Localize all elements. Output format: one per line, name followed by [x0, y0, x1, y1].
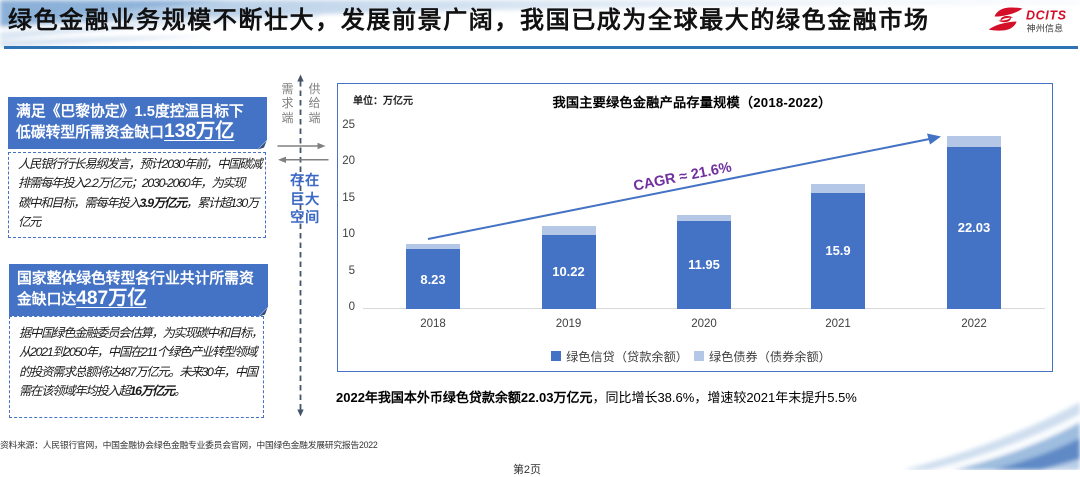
svg-text:DCITS: DCITS — [1026, 9, 1067, 23]
svg-text:神州信息: 神州信息 — [1027, 23, 1064, 34]
svg-text:CAGR ≈ 21.6%: CAGR ≈ 21.6% — [632, 159, 733, 194]
